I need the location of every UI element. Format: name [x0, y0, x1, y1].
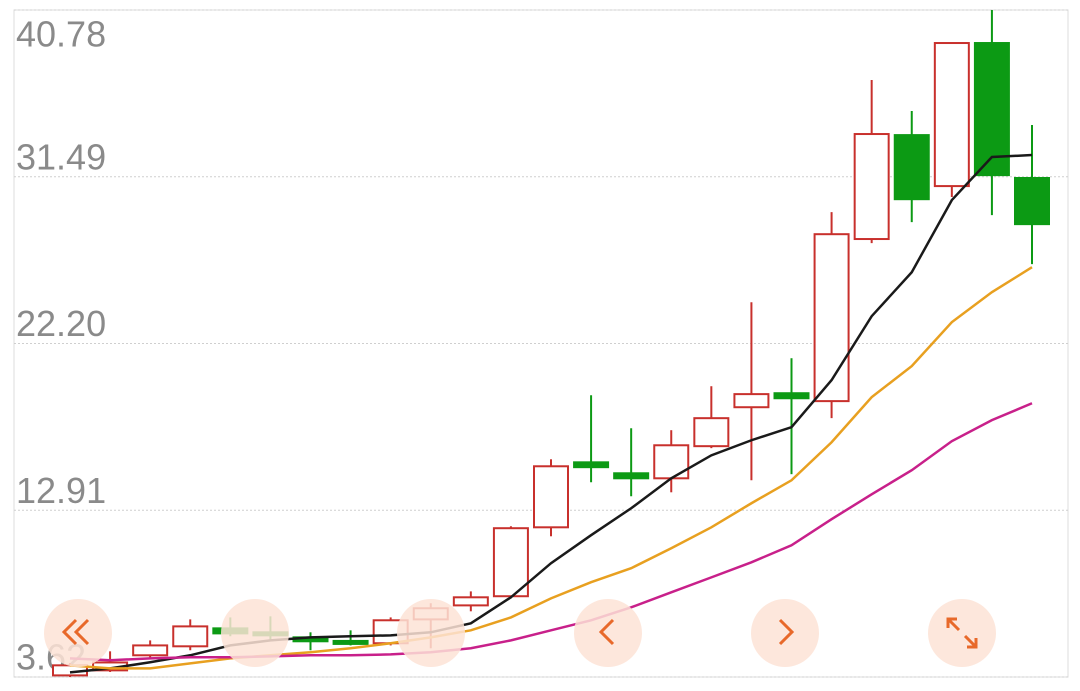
candle-body [172, 625, 209, 648]
candle-body [853, 133, 890, 241]
candle-body [653, 444, 690, 480]
candle-body [332, 639, 369, 645]
nav-buttons [44, 599, 996, 667]
rewind-button[interactable] [44, 599, 112, 667]
candle-body [973, 42, 1010, 177]
chart-frame [13, 9, 1069, 678]
y-tick-label: 31.49 [16, 136, 106, 177]
candle-body [773, 392, 810, 400]
prev-button[interactable] [574, 599, 642, 667]
candle-body [573, 461, 610, 469]
candle-body [813, 233, 850, 403]
ma-line [69, 402, 1033, 662]
y-tick-label: 22.20 [16, 303, 106, 344]
candle-body [933, 42, 970, 188]
candle-body [893, 134, 930, 201]
candle-body [533, 465, 569, 529]
y-tick-label: 12.91 [16, 470, 106, 511]
candle-body [452, 596, 489, 607]
candle-body [1014, 177, 1050, 226]
fullscreen-button[interactable] [928, 599, 996, 667]
candle-body [733, 393, 770, 409]
y-tick-label: 40.78 [16, 14, 106, 55]
candle-body [693, 417, 730, 448]
next-button[interactable] [751, 599, 819, 667]
candle-body [613, 472, 650, 480]
nav-button[interactable] [221, 599, 289, 667]
candle-body [132, 644, 169, 657]
nav-button[interactable] [397, 599, 465, 667]
